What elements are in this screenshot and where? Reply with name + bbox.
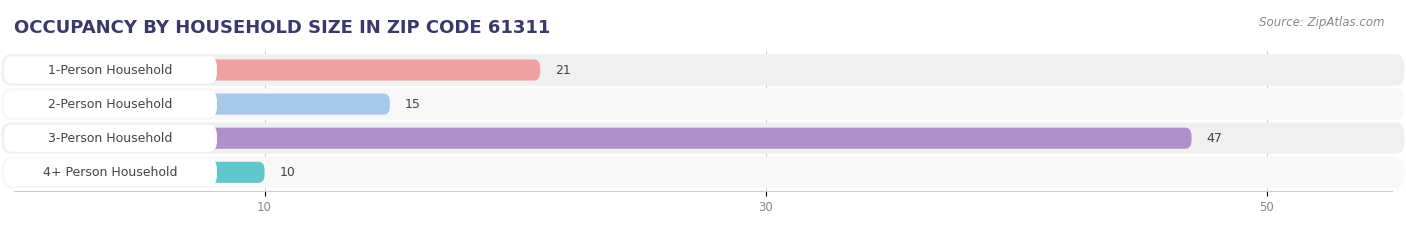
FancyBboxPatch shape bbox=[1, 123, 1405, 154]
FancyBboxPatch shape bbox=[1, 54, 1405, 86]
Text: 15: 15 bbox=[405, 98, 420, 111]
FancyBboxPatch shape bbox=[14, 162, 264, 183]
FancyBboxPatch shape bbox=[4, 56, 217, 84]
Text: Source: ZipAtlas.com: Source: ZipAtlas.com bbox=[1260, 16, 1385, 29]
Text: 47: 47 bbox=[1206, 132, 1222, 145]
FancyBboxPatch shape bbox=[1, 89, 1405, 120]
FancyBboxPatch shape bbox=[14, 128, 1191, 149]
Text: 1-Person Household: 1-Person Household bbox=[48, 64, 173, 76]
Text: 21: 21 bbox=[555, 64, 571, 76]
FancyBboxPatch shape bbox=[4, 159, 217, 186]
Text: 2-Person Household: 2-Person Household bbox=[48, 98, 173, 111]
Text: 4+ Person Household: 4+ Person Household bbox=[44, 166, 177, 179]
Text: OCCUPANCY BY HOUSEHOLD SIZE IN ZIP CODE 61311: OCCUPANCY BY HOUSEHOLD SIZE IN ZIP CODE … bbox=[14, 19, 550, 37]
Text: 10: 10 bbox=[280, 166, 295, 179]
FancyBboxPatch shape bbox=[14, 93, 389, 115]
FancyBboxPatch shape bbox=[4, 90, 217, 118]
Text: 3-Person Household: 3-Person Household bbox=[48, 132, 173, 145]
FancyBboxPatch shape bbox=[1, 157, 1405, 188]
FancyBboxPatch shape bbox=[14, 59, 540, 81]
FancyBboxPatch shape bbox=[4, 125, 217, 152]
